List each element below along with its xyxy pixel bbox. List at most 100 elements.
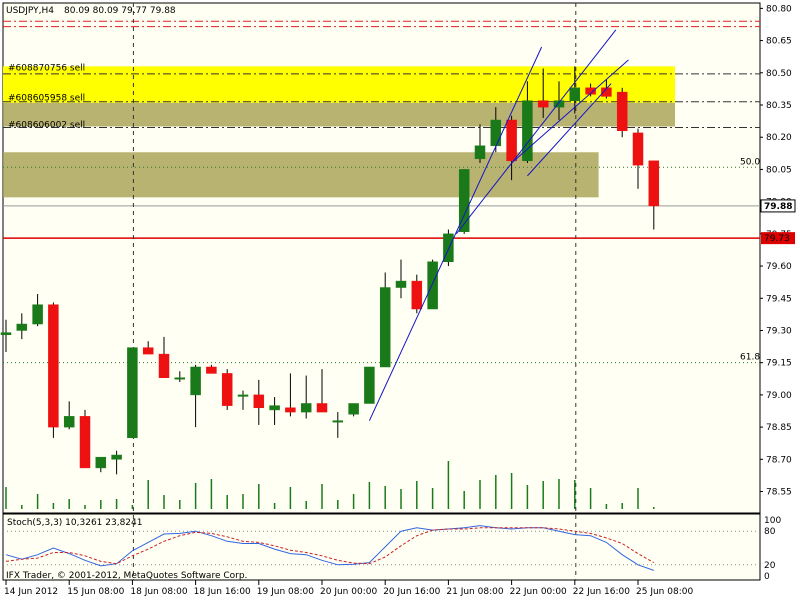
copyright: IFX Trader, © 2001-2012, MetaQuotes Soft… [6, 571, 247, 581]
stoch-tick-label: 80 [764, 527, 776, 537]
x-tick-label: 18 Jun 08:00 [130, 587, 187, 597]
x-tick-label: 25 Jun 08:00 [636, 587, 693, 597]
candle-body [522, 100, 533, 162]
x-tick-label: 20 Jun 00:00 [320, 587, 377, 597]
order-label-1: #608605958 sell [8, 93, 85, 103]
candle-body [585, 87, 596, 95]
candle-body [174, 377, 186, 380]
candle [63, 401, 75, 430]
x-tick-label: 18 Jun 16:00 [194, 587, 251, 597]
candle [443, 229, 454, 267]
trendline-1 [455, 29, 617, 235]
candle-body [490, 119, 502, 147]
zones [3, 66, 675, 198]
y-tick-label: 80.05 [766, 165, 792, 175]
zone-1 [3, 102, 675, 127]
y-tick-label: 80.65 [766, 37, 792, 47]
candle [0, 319, 12, 352]
x-tick-label: 15 Jun 08:00 [67, 587, 124, 597]
candle [506, 115, 517, 181]
candle [632, 128, 644, 189]
candle [32, 293, 43, 327]
candle-body [111, 454, 122, 460]
candle [616, 87, 628, 138]
candle-body [395, 280, 407, 288]
candle [142, 341, 154, 355]
candle [190, 364, 201, 428]
y-tick-label: 78.55 [766, 488, 792, 498]
level-label-1: 61.8 [740, 353, 760, 363]
x-tick-label: 20 Jun 16:00 [383, 587, 440, 597]
candle-body [158, 353, 170, 378]
candle [127, 347, 138, 439]
candle-body [269, 405, 280, 411]
trendline-2 [511, 59, 629, 164]
trendline-0 [368, 46, 543, 421]
y-tick-label: 80.35 [766, 101, 792, 111]
candle-body [632, 132, 644, 166]
candle-body [221, 373, 233, 406]
candle [585, 83, 596, 97]
candle-body [379, 287, 391, 368]
y-tick-label: 78.70 [766, 455, 792, 465]
candle [395, 259, 407, 299]
time-axis: 14 Jun 2012 15 Jun 08:00 18 Jun 08:00 18 Ju… [4, 580, 693, 597]
order-labels: #608870756 sell #608605958 sell #608606002… [8, 63, 85, 130]
current-price-tag [760, 199, 796, 213]
candle [648, 160, 660, 230]
candle [537, 68, 549, 118]
order-label-2: #608606002 sell [8, 120, 85, 130]
levels: 50.0 61.8 [3, 20, 760, 364]
candle [348, 403, 359, 417]
y-tick-label: 79.15 [766, 359, 792, 369]
x-tick-label: 22 Jun 00:00 [510, 587, 567, 597]
candle [206, 364, 217, 374]
candle-body [48, 304, 59, 428]
candle-body [601, 87, 612, 97]
candle-body [237, 394, 249, 397]
zone-2 [3, 152, 599, 198]
candle-body [537, 100, 549, 108]
candle-body [332, 420, 344, 423]
candle-body [253, 394, 265, 409]
candle-body [300, 403, 312, 413]
candle-body [32, 304, 43, 325]
candle [569, 66, 581, 114]
y-tick-label: 79.45 [766, 294, 792, 304]
candle-body [648, 160, 660, 207]
candle-body [63, 416, 75, 428]
y-tick-label: 80.20 [766, 133, 792, 143]
red-level-tag-label: 79.73 [764, 234, 790, 244]
y-tick-label: 78.85 [766, 423, 792, 433]
trendline-3 [527, 83, 612, 177]
candle [79, 409, 91, 469]
stoch-tick-label: 0 [764, 572, 770, 582]
current-price-tag-label: 79.88 [764, 202, 792, 212]
candle-body [443, 233, 454, 263]
candle-body [364, 366, 375, 404]
candle [411, 274, 423, 314]
candle [316, 369, 328, 413]
candle [174, 371, 186, 383]
candle-body [79, 416, 91, 469]
candle-body [16, 323, 28, 331]
candle [364, 366, 375, 404]
stoch-signal-line [5, 527, 655, 565]
y-tick-label: 80.50 [766, 69, 792, 79]
stoch-label: Stoch(5,3,3) 10,3261 23,8241 [7, 518, 142, 528]
ohlc-readout: 80.09 80.09 79.77 79.88 [64, 6, 176, 16]
candle [111, 450, 122, 475]
x-tick-label: 14 Jun 2012 [4, 587, 58, 597]
candle-body [616, 91, 628, 132]
candle-body [285, 407, 296, 413]
y-tick-label: 79.60 [766, 262, 792, 272]
candle [16, 313, 28, 340]
candle-body [569, 87, 581, 101]
candle [553, 81, 565, 121]
candle [269, 397, 280, 425]
candle [221, 369, 233, 410]
y-tick-label: 79.30 [766, 326, 792, 336]
x-tick-label: 19 Jun 08:00 [257, 587, 314, 597]
candle-body [506, 119, 517, 162]
